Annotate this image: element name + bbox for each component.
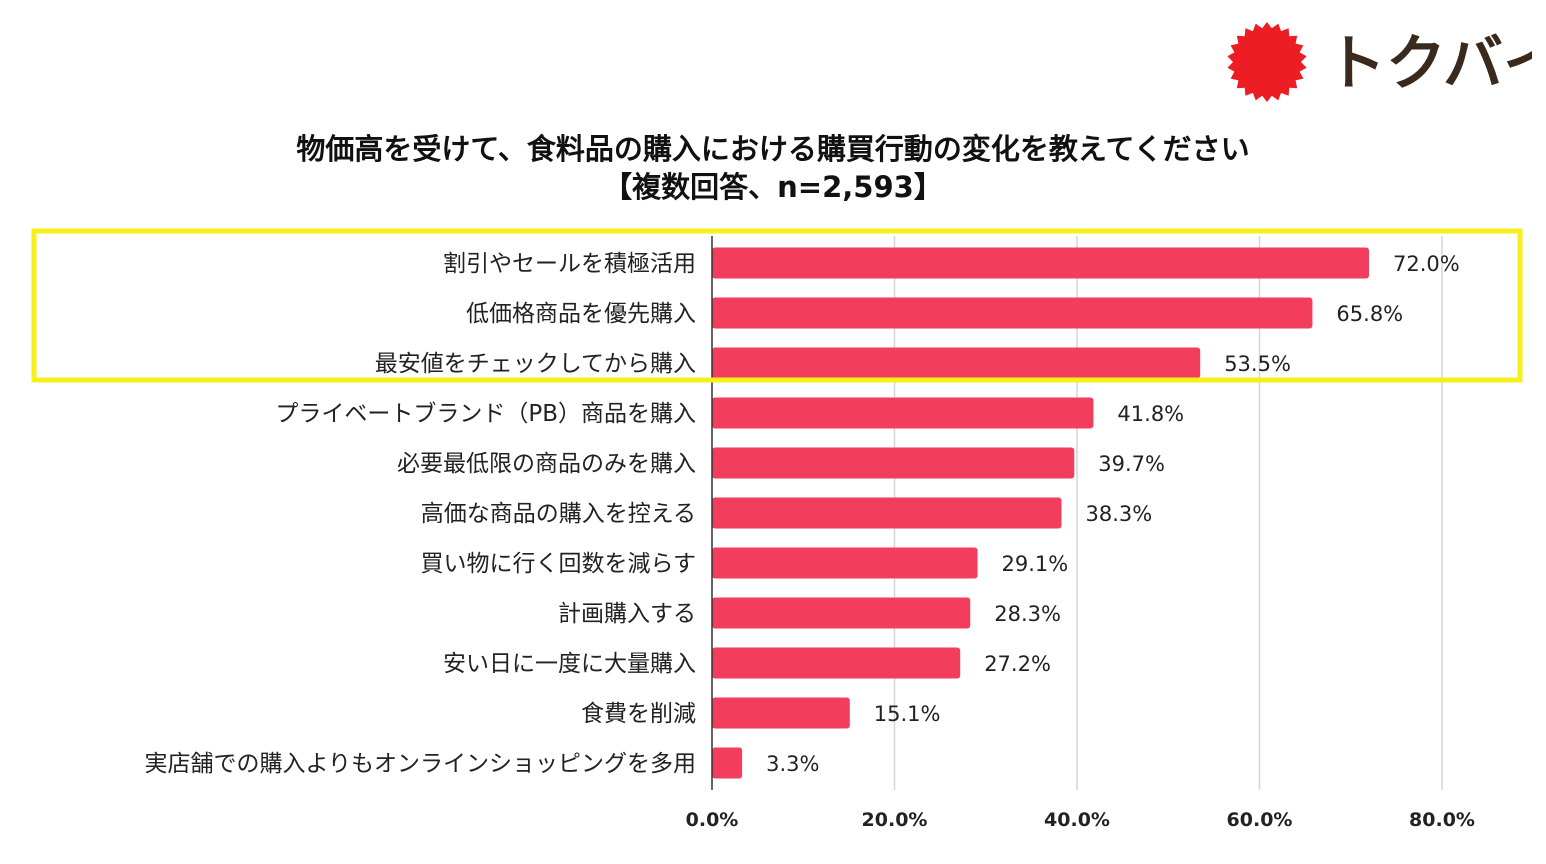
bar <box>712 647 961 679</box>
bar <box>712 747 743 779</box>
value-label: 38.3% <box>1085 502 1152 526</box>
value-label: 27.2% <box>984 652 1051 676</box>
bar <box>712 697 850 729</box>
x-tick-label: 20.0% <box>862 809 928 831</box>
value-label: 65.8% <box>1336 302 1403 326</box>
bar <box>712 597 971 629</box>
category-label: 食費を削減 <box>581 701 696 727</box>
category-label: 計画購入する <box>558 601 696 627</box>
category-label: 安い日に一度に大量購入 <box>443 651 696 677</box>
bar <box>712 397 1094 429</box>
category-label: 買い物に行く回数を減らす <box>420 551 696 577</box>
category-label: 実店舗での購入よりもオンラインショッピングを多用 <box>144 751 696 777</box>
category-labels: 割引やセールを積極活用低価格商品を優先購入最安値をチェックしてから購入プライベー… <box>144 251 696 777</box>
x-tick-label: 60.0% <box>1227 809 1293 831</box>
bar <box>712 497 1062 529</box>
category-label: 割引やセールを積極活用 <box>443 251 696 277</box>
category-label: 高価な商品の購入を控える <box>421 501 696 527</box>
value-label: 39.7% <box>1098 452 1165 476</box>
value-label: 41.8% <box>1117 402 1184 426</box>
category-label: プライベートブランド（PB）商品を購入 <box>275 401 696 427</box>
bar <box>712 247 1369 279</box>
bar <box>712 297 1313 329</box>
value-label: 53.5% <box>1224 352 1291 376</box>
x-tick-label: 40.0% <box>1044 809 1110 831</box>
value-label: 3.3% <box>766 752 819 776</box>
chart-title-block: 物価高を受けて、食料品の購入における購買行動の変化を教えてください 【複数回答、… <box>0 130 1546 206</box>
highlight-box <box>31 228 1523 383</box>
category-label: 低価格商品を優先購入 <box>466 301 696 327</box>
x-tick-label: 80.0% <box>1409 809 1475 831</box>
value-labels: 72.0% 65.8% 53.5% 41.8% 39.7% 38.3% 29.1% 28.3%… <box>766 252 1460 776</box>
logo-text: トクバイ <box>1326 29 1532 99</box>
bar <box>712 447 1075 479</box>
x-tick-label: 0.0% <box>686 809 739 831</box>
bar <box>712 347 1201 379</box>
chart-title: 物価高を受けて、食料品の購入における購買行動の変化を教えてください <box>296 132 1250 166</box>
value-label: 28.3% <box>994 602 1061 626</box>
tokubai-logo: トクバイ <box>1227 22 1532 102</box>
bars <box>712 247 1369 779</box>
category-label: 最安値をチェックしてから購入 <box>375 351 696 377</box>
chart-subtitle: 【複数回答、n=2,593】 <box>603 170 943 204</box>
value-label: 72.0% <box>1393 252 1460 276</box>
value-label: 29.1% <box>1002 552 1069 576</box>
x-tick-labels: 0.0% 20.0% 40.0% 60.0% 80.0% <box>686 809 1475 831</box>
bar <box>712 547 978 579</box>
value-label: 15.1% <box>874 702 941 726</box>
brand-burst-icon <box>1227 22 1307 102</box>
category-label: 必要最低限の商品のみを購入 <box>397 451 696 477</box>
